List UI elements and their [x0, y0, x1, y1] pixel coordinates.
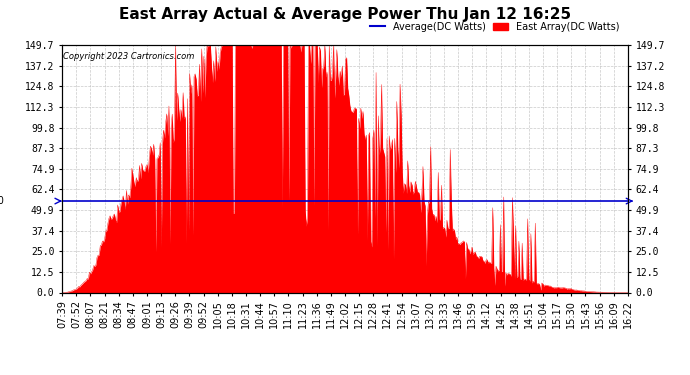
Text: East Array Actual & Average Power Thu Jan 12 16:25: East Array Actual & Average Power Thu Ja… [119, 8, 571, 22]
Text: Copyright 2023 Cartronics.com: Copyright 2023 Cartronics.com [63, 53, 195, 62]
Text: 55.310: 55.310 [0, 196, 3, 206]
Legend: Average(DC Watts), East Array(DC Watts): Average(DC Watts), East Array(DC Watts) [366, 18, 623, 36]
